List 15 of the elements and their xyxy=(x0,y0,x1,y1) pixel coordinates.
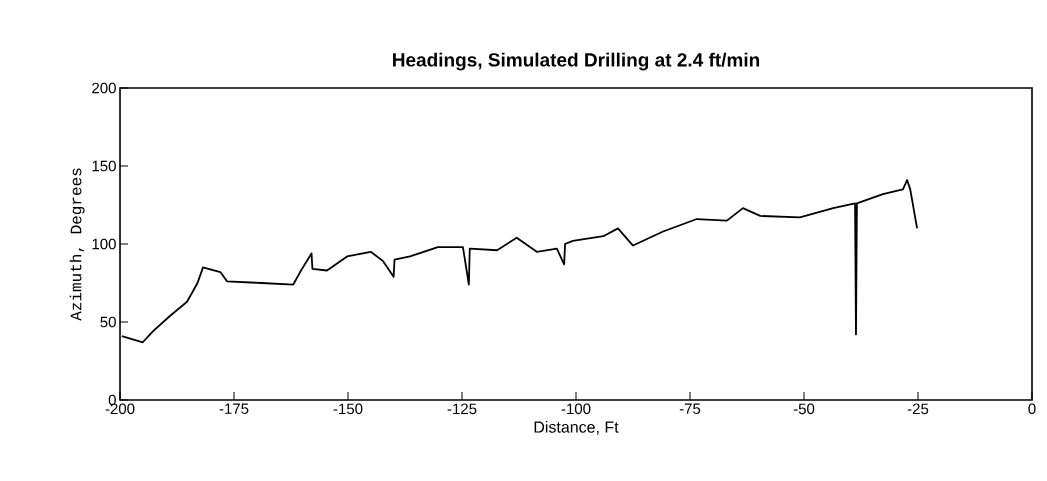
y-axis-title: Azimuth, Degrees xyxy=(69,168,85,321)
x-tick-label: -100 xyxy=(561,403,591,415)
x-tick-label: -125 xyxy=(447,403,477,415)
x-tick-label: -150 xyxy=(333,403,363,415)
x-tick-label: 0 xyxy=(1028,403,1036,415)
x-tick-label: -175 xyxy=(219,403,249,414)
y-tick-label: 100 xyxy=(92,238,116,250)
chart-title: Headings, Simulated Drilling at 2.4 ft/min xyxy=(393,52,760,71)
x-axis-title: Distance, Ft xyxy=(534,421,619,435)
y-tick-label: 150 xyxy=(92,160,116,172)
x-tick-label: -75 xyxy=(679,403,701,414)
y-tick-label: 50 xyxy=(100,316,116,328)
x-tick-label: -50 xyxy=(793,403,815,415)
y-tick-label: 200 xyxy=(92,82,116,94)
x-tick-label: -25 xyxy=(907,403,929,415)
